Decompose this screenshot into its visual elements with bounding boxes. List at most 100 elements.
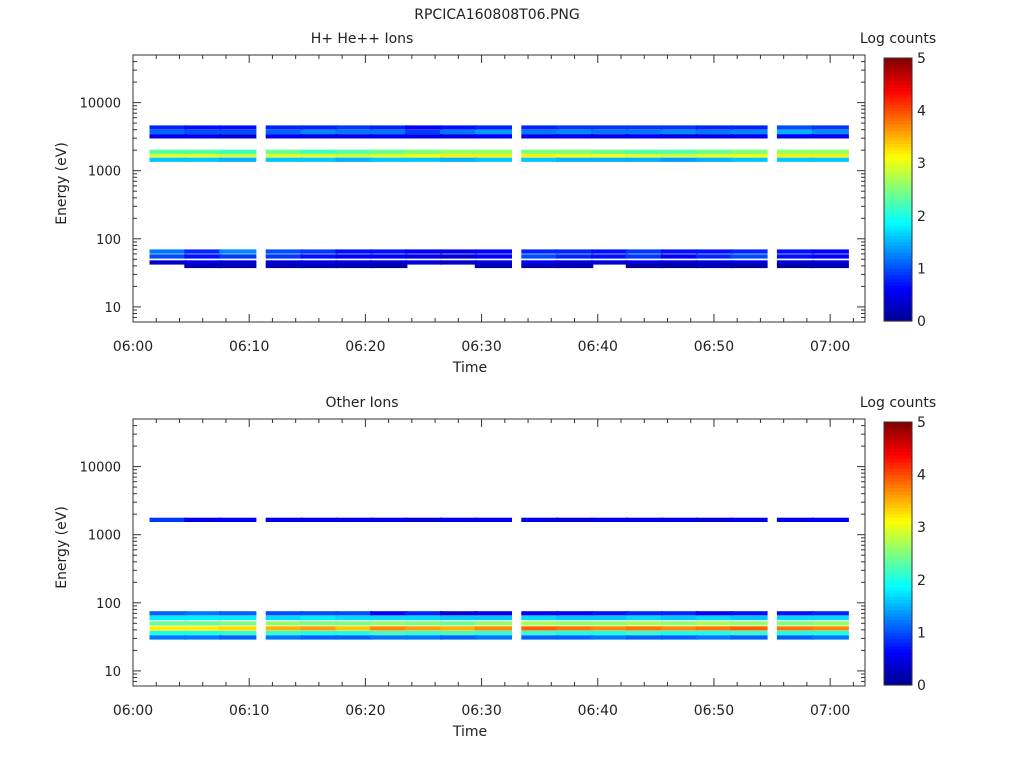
colorbar-swatch: [884, 431, 912, 436]
heatmap-cell: [625, 149, 663, 154]
heatmap-cell: [660, 260, 698, 265]
heatmap-cell: [335, 517, 373, 522]
heatmap-cell: [776, 129, 815, 135]
heatmap-cell: [439, 635, 478, 640]
heatmap-cell: [776, 249, 815, 254]
colorbar-tick-label: 4: [917, 468, 926, 484]
colorbar-swatch: [884, 629, 912, 633]
heatmap-cell: [405, 615, 443, 621]
colorbar-swatch: [884, 196, 912, 200]
colorbar-swatch: [884, 304, 912, 309]
heatmap-cell: [730, 615, 768, 621]
colorbar-swatch: [884, 635, 912, 640]
colorbar-swatch: [884, 64, 912, 69]
heatmap-cell: [439, 134, 478, 139]
heatmap-cell: [811, 517, 849, 522]
heatmap-cell: [556, 129, 594, 135]
colorbar-swatch: [884, 615, 912, 620]
x-tick-label: 06:40: [578, 703, 618, 719]
colorbar-swatch: [884, 484, 912, 489]
x-axis-label: Time: [452, 724, 487, 740]
colorbar-tick-label: 5: [917, 415, 926, 431]
heatmap-cell: [405, 626, 443, 631]
heatmap-cell: [265, 263, 303, 269]
heatmap-cell: [265, 254, 303, 259]
heatmap-cell: [521, 517, 559, 522]
heatmap-cell: [730, 149, 768, 154]
heatmap-cell: [405, 517, 443, 522]
colorbar-swatch: [884, 563, 912, 568]
heatmap-cell: [811, 149, 849, 154]
colorbar-swatch: [884, 90, 912, 95]
heatmap-cell: [695, 626, 733, 631]
heatmap-cell: [695, 125, 733, 130]
heatmap-cell: [660, 621, 698, 626]
heatmap-cell: [219, 125, 257, 130]
heatmap-cell: [556, 635, 594, 640]
colorbar-swatch: [884, 546, 912, 551]
heatmap-cell: [405, 249, 443, 254]
colorbar-swatch: [884, 566, 912, 571]
heatmap-cell: [439, 125, 478, 130]
heatmap-cell: [625, 615, 663, 621]
heatmap-cell: [184, 630, 222, 636]
colorbar-swatch: [884, 461, 912, 466]
heatmap-cell: [405, 125, 443, 130]
colorbar-swatch: [884, 589, 912, 594]
y-tick-label: 10000: [80, 97, 121, 112]
heatmap-cell: [730, 611, 768, 616]
colorbar-swatch: [884, 599, 912, 604]
heatmap-cell: [695, 621, 733, 626]
heatmap-cell: [730, 125, 768, 130]
colorbar-swatch: [884, 297, 912, 302]
heatmap-cell: [625, 260, 663, 265]
heatmap-cell: [300, 635, 338, 640]
y-axis-label: Energy (eV): [54, 506, 70, 589]
colorbar-swatch: [884, 487, 912, 492]
colorbar-swatch: [884, 163, 912, 168]
heatmap-cell: [660, 134, 698, 139]
heatmap-cell: [591, 635, 629, 640]
heatmap-cell: [335, 254, 373, 259]
heatmap-cell: [335, 129, 373, 135]
heatmap-cell: [660, 630, 698, 636]
heatmap-cell: [625, 621, 663, 626]
heatmap-cell: [474, 149, 512, 154]
heatmap-cell: [370, 615, 408, 621]
figure-title: RPCICA160808T06.PNG: [414, 7, 579, 23]
colorbar-swatch: [884, 497, 912, 502]
colorbar-swatch: [884, 517, 912, 522]
colorbar-swatch: [884, 491, 912, 495]
colorbar-swatch: [884, 520, 912, 525]
heatmap-cell: [184, 249, 222, 254]
heatmap-cell: [695, 152, 733, 158]
heatmap-cell: [335, 615, 373, 621]
heatmap-cell: [521, 635, 559, 640]
heatmap-cell: [811, 626, 849, 631]
heatmap-cell: [591, 615, 629, 621]
heatmap-cell: [335, 134, 373, 139]
colorbar-swatch: [884, 494, 912, 499]
heatmap-cell: [474, 611, 512, 616]
colorbar-swatch: [884, 199, 912, 204]
colorbar-swatch: [884, 189, 912, 194]
heatmap-cell: [521, 149, 559, 154]
colorbar-tick-label: 5: [917, 51, 926, 67]
heatmap-cell: [149, 630, 187, 636]
heatmap-cell: [405, 152, 443, 158]
y-axis: 10 100 1000 10000: [80, 418, 865, 687]
colorbar-swatch: [884, 543, 912, 548]
heatmap-cell: [370, 254, 408, 259]
heatmap-cell: [265, 125, 303, 130]
heatmap-cell: [184, 129, 222, 135]
colorbar-label: Log counts: [860, 31, 936, 47]
heatmap-cell: [591, 125, 629, 130]
colorbar-swatch: [884, 425, 912, 430]
colorbar-swatch: [884, 619, 912, 624]
heatmap-cell: [474, 263, 512, 269]
heatmap-cell: [660, 249, 698, 254]
colorbar-swatch: [884, 540, 912, 545]
heatmap-cell: [776, 157, 815, 162]
colorbar: 0 1 2 3 4 5 Log counts: [860, 31, 936, 330]
